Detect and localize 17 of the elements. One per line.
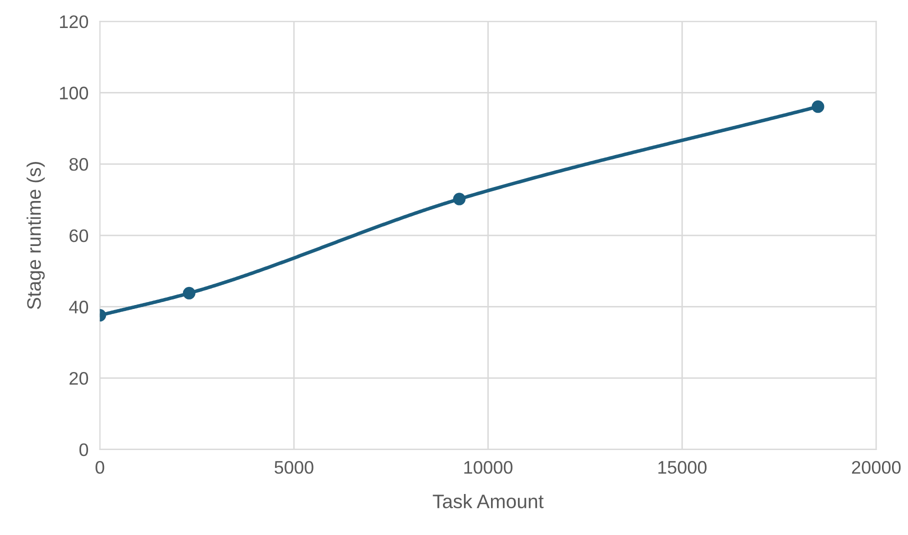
x-tick-label: 0	[96, 460, 104, 474]
y-tick-label: 20	[70, 372, 88, 385]
point	[182, 286, 196, 300]
y-tick-label: 60	[70, 229, 88, 242]
y-tick-label: 40	[69, 300, 88, 314]
x-tick-label: 5000	[274, 460, 314, 474]
y-tick-label: 120	[60, 15, 88, 28]
y-tick-label: 0	[79, 443, 88, 456]
point	[453, 192, 466, 206]
y-tick-label: 100	[60, 86, 88, 100]
y-axis-title: Stage runtime (s)	[26, 162, 45, 310]
x-tick-label: 20000	[852, 460, 901, 474]
point	[812, 100, 824, 113]
y-tick-label: 80	[69, 158, 88, 171]
x-tick-label: 10000	[464, 460, 512, 474]
x-axis-title: Task Amount	[432, 494, 544, 508]
x-tick-label: 15000	[658, 460, 707, 474]
